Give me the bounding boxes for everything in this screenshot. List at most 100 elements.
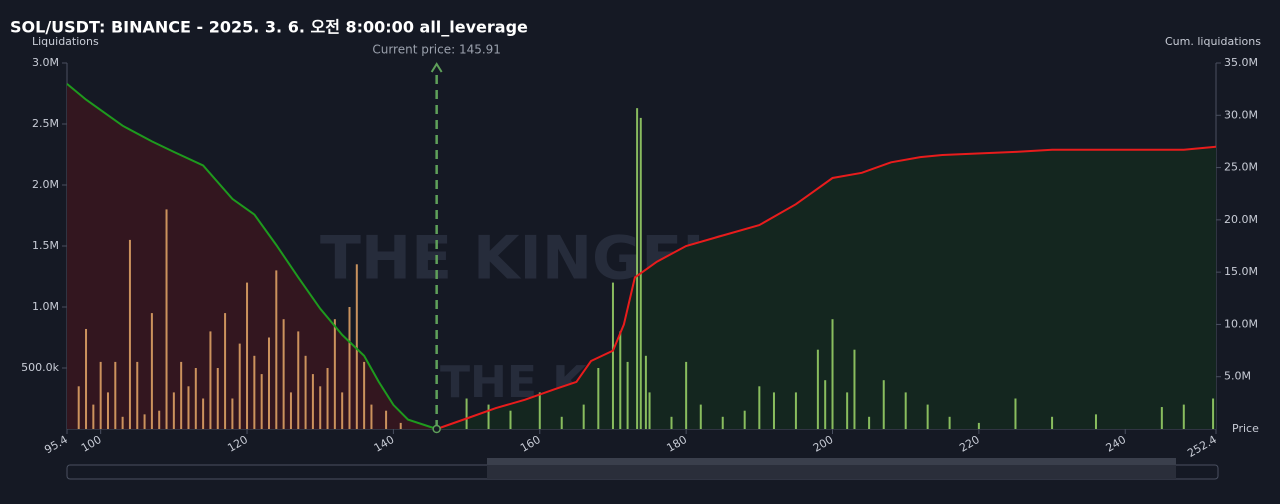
scrollbar-selection[interactable]: [487, 465, 1176, 479]
bar: [644, 355, 647, 429]
x-tick-label: 220: [957, 433, 982, 455]
bar: [289, 392, 292, 429]
bar: [1182, 404, 1185, 429]
bar: [1160, 407, 1163, 429]
current-price-dot: [432, 424, 441, 434]
x-tick-label: 180: [664, 433, 689, 455]
bar: [106, 392, 109, 429]
bar: [882, 380, 885, 429]
bar: [868, 416, 871, 429]
bar: [172, 392, 175, 429]
bar: [355, 264, 358, 429]
bar: [560, 416, 563, 429]
bar: [194, 368, 197, 429]
y2-tick-label: 20.0M: [1224, 213, 1258, 226]
y2-tick-label: 30.0M: [1224, 108, 1258, 121]
x-tick-label: 120: [225, 433, 250, 455]
y-tick-label: 2.0M: [32, 178, 59, 191]
x-tick-label: 95.4: [42, 433, 70, 457]
bar: [772, 392, 775, 429]
bar: [399, 422, 402, 429]
bar: [282, 319, 285, 429]
bar: [904, 392, 907, 429]
bar: [948, 416, 951, 429]
y2-axis-label: Cum. liquidations: [1165, 35, 1261, 48]
bar: [538, 392, 541, 429]
bar: [297, 331, 300, 429]
x-axis-label: Price: [1232, 422, 1259, 435]
x-tick-label: 100: [79, 433, 104, 455]
bar: [304, 355, 307, 429]
bar: [348, 307, 351, 429]
bar: [238, 343, 241, 429]
bar: [319, 386, 322, 429]
bar: [794, 392, 797, 429]
cum-area: [67, 83, 437, 430]
y-axis-label: Liquidations: [32, 35, 99, 48]
bar: [216, 368, 219, 429]
bar: [231, 398, 234, 429]
bar: [385, 410, 388, 429]
y-tick-label: 3.0M: [32, 56, 59, 69]
bar: [150, 313, 153, 429]
bar: [1051, 416, 1054, 429]
bar: [743, 410, 746, 429]
y2-tick-label: 15.0M: [1224, 265, 1258, 278]
bar: [311, 374, 314, 429]
bar: [699, 404, 702, 429]
bar: [611, 282, 614, 429]
bar: [758, 386, 761, 429]
scrollbar-handle[interactable]: [487, 458, 1176, 465]
current-price-label: Current price: 145.91: [372, 43, 501, 57]
x-tick-label: 252.4: [1185, 433, 1219, 460]
bar: [180, 361, 183, 429]
bar: [326, 368, 329, 429]
bar: [77, 386, 80, 429]
bar: [670, 416, 673, 429]
bar: [636, 108, 639, 429]
x-tick-label: 200: [811, 433, 836, 455]
bar: [721, 416, 724, 429]
cum-line: [436, 145, 1217, 430]
bar: [136, 361, 139, 429]
bar: [977, 422, 980, 429]
bar: [165, 209, 168, 429]
bar: [685, 361, 688, 429]
bar: [1094, 414, 1097, 429]
bar: [619, 331, 622, 429]
bar: [1212, 398, 1215, 429]
y-tick-label: 1.5M: [32, 239, 59, 252]
bar: [267, 337, 270, 429]
y-tick-label: 2.5M: [32, 117, 59, 130]
y2-tick-label: 25.0M: [1224, 161, 1258, 174]
x-tick-label: 240: [1104, 433, 1129, 455]
bar: [363, 361, 366, 429]
cum-line: [66, 83, 438, 430]
bar: [582, 404, 585, 429]
bar: [831, 319, 834, 429]
bar: [114, 361, 117, 429]
bar: [253, 355, 256, 429]
bar: [128, 239, 131, 429]
cum-area: [436, 146, 1216, 429]
bar: [260, 374, 263, 429]
y-tick-label: 500.0k: [21, 361, 59, 374]
bar: [187, 386, 190, 429]
bar: [85, 328, 88, 429]
bar: [246, 282, 249, 429]
bar: [465, 398, 468, 429]
x-tick-label: 140: [372, 433, 397, 455]
bar: [824, 380, 827, 429]
bar: [626, 361, 629, 429]
bar: [143, 414, 146, 429]
x-tick-label: 160: [518, 433, 543, 455]
bar: [846, 392, 849, 429]
chart-title: SOL/USDT: BINANCE - 2025. 3. 6. 오전 8:00:…: [10, 18, 528, 37]
current-price-arrow: [430, 62, 443, 73]
y-tick-label: 1.0M: [32, 300, 59, 313]
bar: [853, 349, 856, 429]
bar: [341, 392, 344, 429]
y2-tick-label: 35.0M: [1224, 56, 1258, 69]
bar: [99, 361, 102, 429]
